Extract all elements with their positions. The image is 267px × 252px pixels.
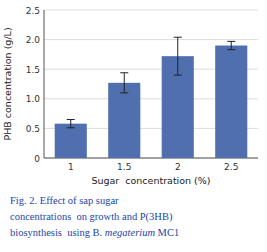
y-tick-label: 1.5	[26, 65, 40, 75]
y-tick-label: 0	[34, 154, 40, 164]
error-bar	[174, 37, 182, 75]
caption-line: biosynthesis using B. megaterium MC1	[10, 227, 179, 238]
plot-marks	[55, 37, 248, 158]
grid-line	[44, 10, 258, 11]
caption-segment: biosynthesis using B.	[10, 227, 105, 238]
y-tick-label: 2.0	[26, 35, 41, 45]
x-tick-label: 1.5	[117, 162, 131, 172]
x-axis-label: Sugar concentration (%)	[91, 175, 210, 186]
error-bar	[227, 41, 235, 49]
caption-segment: MC1	[155, 227, 179, 238]
caption-line: Fig. 2. Effect of sap sugar	[10, 195, 119, 206]
error-bar	[67, 120, 75, 128]
bar	[215, 46, 247, 158]
grid-line	[44, 39, 258, 40]
bar	[108, 83, 140, 158]
x-tick-label: 1	[68, 162, 74, 172]
chart-container: 0 0.5 1.0 1.5 2.0 2.5 1 1.5 2 2.5 Sugar concentrat…	[0, 0, 267, 252]
x-tick-label: 2.5	[224, 162, 238, 172]
bar	[55, 124, 87, 158]
y-tick-label: 2.5	[26, 6, 40, 16]
caption-line: concentrations on growth and P(3HB)	[10, 211, 173, 223]
y-tick-label: 1.0	[26, 94, 41, 104]
y-tick-label: 0.5	[26, 124, 40, 134]
caption-segment: megaterium	[105, 227, 156, 238]
y-axis-label: PHB concentration (g/L)	[2, 27, 13, 140]
x-tick-label: 2	[175, 162, 181, 172]
error-bar	[120, 73, 128, 93]
y-axis-line	[44, 10, 45, 158]
chart-svg: 0 0.5 1.0 1.5 2.0 2.5 1 1.5 2 2.5 Sugar concentrat…	[0, 0, 267, 252]
